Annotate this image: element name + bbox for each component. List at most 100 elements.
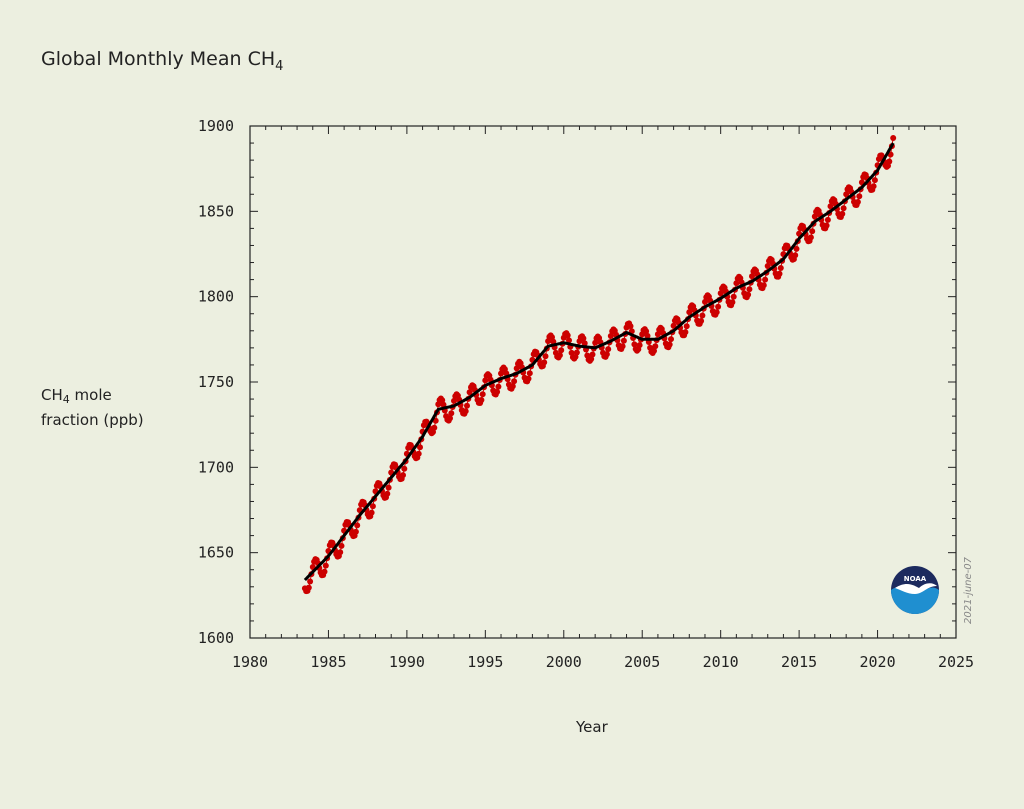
monthly-point <box>603 351 610 358</box>
monthly-point <box>854 199 861 205</box>
monthly-point <box>730 293 737 300</box>
monthly-point <box>746 286 753 293</box>
noaa-logo-wave <box>891 586 939 614</box>
x-tick-label: 2000 <box>546 653 582 671</box>
monthly-point <box>666 341 673 348</box>
monthly-point <box>511 378 518 385</box>
y-axis-label-main: CH <box>41 386 63 404</box>
monthly-point <box>580 335 587 342</box>
monthly-point <box>415 450 422 457</box>
monthly-point <box>462 408 469 415</box>
monthly-point <box>440 401 447 408</box>
monthly-point <box>745 291 752 298</box>
monthly-point <box>400 472 406 479</box>
monthly-point <box>550 338 557 345</box>
monthly-point <box>525 375 532 382</box>
monthly-point <box>686 309 693 316</box>
noaa-logo-text: NOAA <box>904 575 927 583</box>
monthly-point <box>564 332 571 339</box>
chart-title-sub: 4 <box>275 59 284 74</box>
monthly-point <box>556 352 563 359</box>
monthly-point <box>619 343 626 350</box>
monthly-point <box>401 465 408 472</box>
monthly-point <box>890 135 897 141</box>
x-tick-label: 1990 <box>389 653 425 671</box>
monthly-point <box>824 216 831 223</box>
y-tick-label: 1650 <box>198 544 234 562</box>
monthly-point <box>807 234 814 241</box>
plot-frame <box>249 125 957 639</box>
monthly-point <box>823 222 830 229</box>
monthly-point <box>494 388 501 395</box>
monthly-point <box>777 265 784 271</box>
monthly-point <box>651 347 657 354</box>
monthly-point <box>729 299 736 306</box>
monthly-point <box>762 276 769 283</box>
axes-layer: 1980 1985 1990 1995 2000 2005 2010 2015 2020 2025… <box>198 117 974 671</box>
monthly-point <box>713 309 720 316</box>
monthly-point <box>760 282 767 289</box>
monthly-point <box>542 353 549 360</box>
monthly-point <box>764 263 771 269</box>
x-tick-label: 2010 <box>703 653 739 671</box>
y-tick-label: 1800 <box>198 288 234 306</box>
x-tick-label: 2025 <box>938 653 974 671</box>
monthly-point <box>322 562 329 569</box>
monthly-point <box>792 252 799 259</box>
monthly-point <box>827 203 834 210</box>
monthly-point <box>631 341 638 348</box>
monthly-point <box>605 346 612 353</box>
monthly-point <box>384 490 391 497</box>
monthly-point <box>451 397 457 404</box>
monthly-point <box>385 484 392 491</box>
monthly-point <box>526 370 533 377</box>
x-tick-label: 1995 <box>467 653 503 671</box>
monthly-point <box>839 210 846 217</box>
monthly-point <box>870 183 877 190</box>
monthly-point <box>809 228 816 235</box>
monthly-point <box>482 377 489 384</box>
x-tick-label: 1985 <box>310 653 346 671</box>
monthly-point <box>749 273 755 280</box>
monthly-point <box>513 365 520 372</box>
monthly-point <box>607 333 614 339</box>
monthly-point <box>321 568 328 575</box>
monthly-point <box>447 415 453 422</box>
monthly-point <box>652 343 659 350</box>
monthly-series-line <box>304 137 894 592</box>
x-tick-label: 2005 <box>624 653 660 671</box>
monthly-point <box>431 424 438 431</box>
y-tick-label: 1850 <box>198 202 234 220</box>
monthly-point <box>305 584 312 591</box>
y-tick-label: 1750 <box>198 373 234 391</box>
x-tick-label: 2015 <box>781 653 817 671</box>
monthly-point <box>417 444 423 451</box>
monthly-point <box>464 402 470 409</box>
chart-title-main: Global Monthly Mean CH <box>41 48 276 70</box>
y-axis-label-line2: fraction (ppb) <box>41 411 144 429</box>
y-tick-label: 1700 <box>198 458 234 476</box>
monthly-point <box>478 397 485 403</box>
monthly-point <box>702 298 708 305</box>
monthly-point <box>592 339 599 346</box>
monthly-point <box>627 323 634 330</box>
monthly-point <box>566 337 572 344</box>
y-axis-label-sub: 4 <box>62 393 70 406</box>
y-tick-label: 1600 <box>198 629 234 647</box>
monthly-point <box>715 303 722 310</box>
monthly-point <box>541 359 548 366</box>
monthly-point <box>886 158 893 165</box>
monthly-point <box>369 503 376 510</box>
monthly-point <box>654 331 661 338</box>
monthly-point <box>871 177 878 184</box>
monthly-point <box>843 191 850 198</box>
trend-layer <box>303 142 895 582</box>
monthly-point <box>354 522 361 529</box>
noaa-logo-bird <box>895 583 937 594</box>
monthly-point <box>495 383 502 390</box>
monthly-point <box>558 347 565 354</box>
monthly-point <box>856 193 863 200</box>
chart-title: Global Monthly Mean CH4 <box>41 48 283 74</box>
monthly-point <box>811 213 818 220</box>
monthly-point <box>307 578 314 585</box>
